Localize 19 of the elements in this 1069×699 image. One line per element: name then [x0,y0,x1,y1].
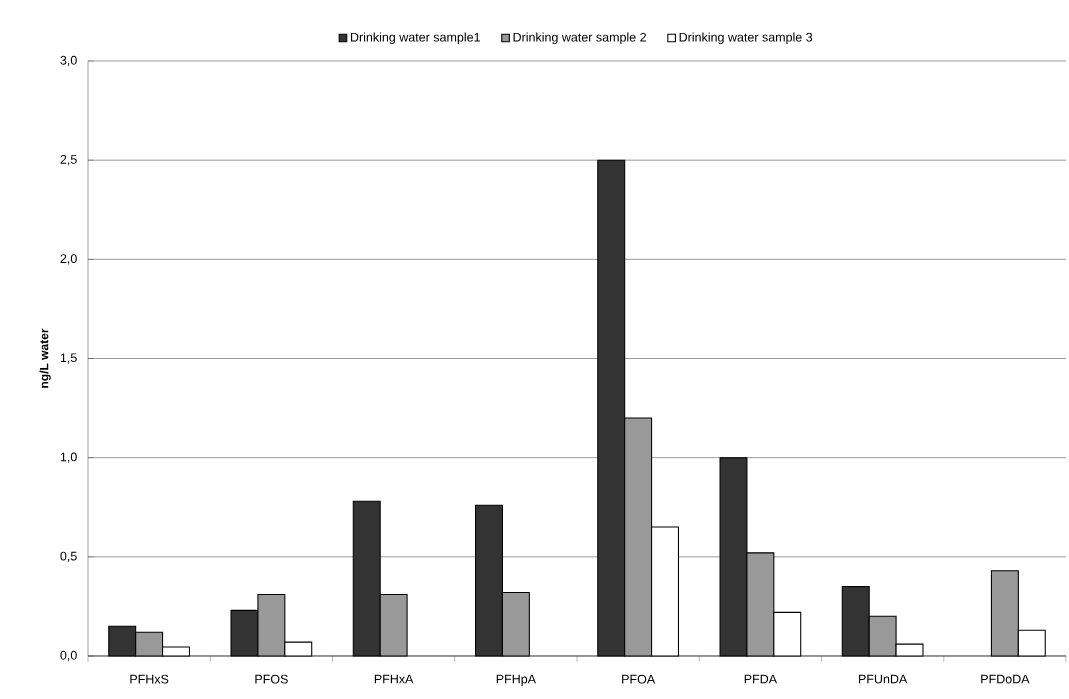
x-tick-label: PFOA [622,674,656,684]
x-tick-label: PFDoDA [981,674,1030,684]
x-tick-label: PFDA [744,674,778,684]
y-tick-label: 1,0 [60,452,77,463]
y-tick-label: 0,5 [60,551,77,563]
legend-label: Drinking water sample 3 [679,32,813,45]
y-tick-label: 0,0 [60,650,77,662]
y-tick-label: 1,5 [60,353,77,364]
x-tick-label: PFHxS [130,674,169,684]
x-tick-label: PFHxA [374,674,414,684]
x-tick-label: PFUnDA [859,674,908,684]
legend-label: Drinking water sample1 [350,32,480,45]
y-tick-label: 3,0 [60,55,77,67]
y-tick-label: 2,0 [60,254,77,265]
x-tick-label: PFOS [255,674,288,684]
y-axis-title: ng/L water [39,328,51,388]
y-tick-label: 2,5 [60,154,77,166]
x-tick-label: PFHpA [496,674,537,686]
legend-label: Drinking water sample 2 [513,32,646,45]
